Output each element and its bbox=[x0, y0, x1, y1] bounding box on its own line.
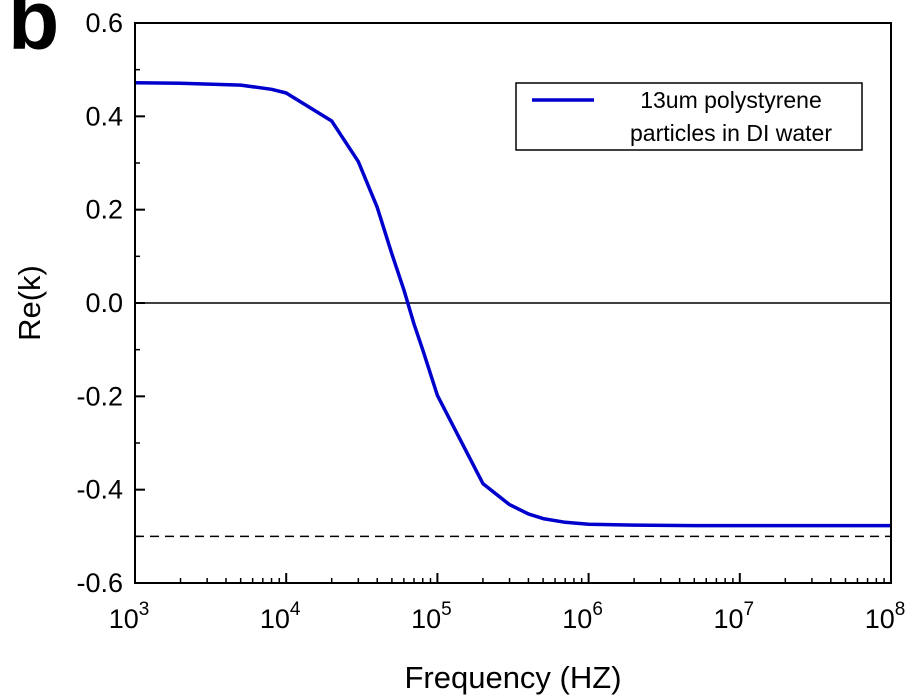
x-tick-label: 108 bbox=[865, 599, 906, 634]
x-axis-ticks bbox=[134, 573, 892, 583]
y-tick-label: 0.4 bbox=[85, 101, 123, 131]
y-tick-label: 0.6 bbox=[85, 8, 123, 38]
y-tick-label: -0.4 bbox=[76, 475, 123, 505]
panel-label: b bbox=[8, 0, 60, 67]
legend-label-line-2: particles in DI water bbox=[630, 120, 832, 146]
y-tick-label: -0.6 bbox=[76, 568, 123, 598]
x-axis-title: Frequency (HZ) bbox=[404, 660, 621, 695]
legend: 13um polystyrene particles in DI water bbox=[515, 82, 863, 151]
legend-label-line-1: 13um polystyrene bbox=[640, 87, 822, 113]
y-tick-label: 0.2 bbox=[85, 195, 123, 225]
reference-lines bbox=[135, 302, 891, 538]
x-tick-label: 107 bbox=[713, 599, 754, 634]
x-tick-label: 105 bbox=[411, 599, 452, 634]
x-axis-tick-labels: 103 104 105 106 107 108 bbox=[109, 599, 906, 634]
y-tick-label: -0.2 bbox=[76, 381, 123, 411]
series-layer bbox=[134, 80, 891, 528]
y-axis-title: Re(k) bbox=[12, 265, 47, 341]
x-tick-label: 103 bbox=[109, 599, 150, 634]
y-axis-ticks bbox=[135, 22, 145, 584]
x-tick-label: 106 bbox=[562, 599, 603, 634]
series-line-0 bbox=[134, 80, 891, 528]
legend-box bbox=[515, 82, 863, 151]
x-tick-label: 104 bbox=[260, 599, 301, 634]
y-axis-tick-labels: -0.6 -0.4 -0.2 0.0 0.2 0.4 0.6 bbox=[76, 8, 123, 598]
y-tick-label: 0.0 bbox=[85, 288, 123, 318]
